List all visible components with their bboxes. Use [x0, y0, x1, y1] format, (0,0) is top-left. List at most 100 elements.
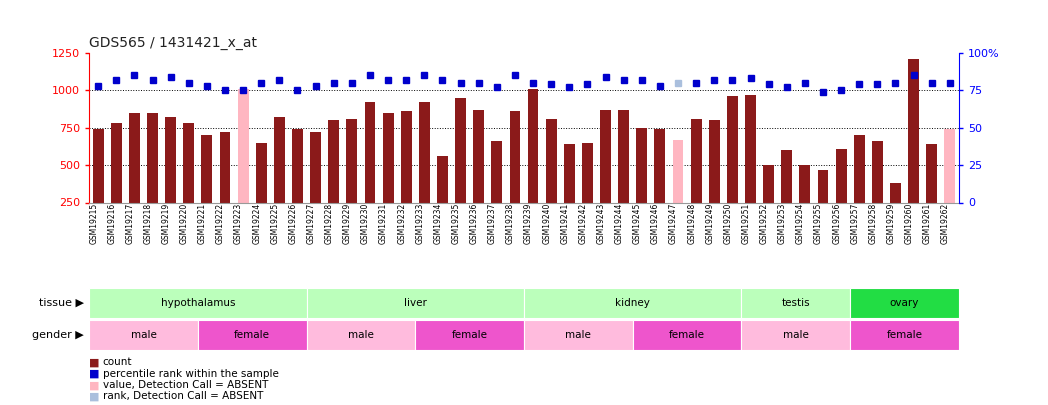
Text: male: male	[566, 330, 591, 340]
Bar	[745, 95, 756, 240]
Bar	[310, 132, 321, 240]
Bar	[147, 113, 158, 240]
Bar	[708, 120, 720, 240]
Text: GSM19253: GSM19253	[778, 202, 787, 244]
Text: GSM19224: GSM19224	[253, 202, 261, 244]
Bar	[890, 183, 901, 240]
Text: male: male	[783, 330, 809, 340]
Text: count: count	[103, 358, 132, 367]
Bar	[415, 320, 524, 350]
Text: GSM19251: GSM19251	[742, 202, 750, 244]
Bar	[306, 288, 524, 318]
Text: GSM19221: GSM19221	[198, 202, 206, 244]
Bar	[509, 111, 521, 240]
Text: GSM19261: GSM19261	[922, 202, 932, 244]
Bar	[201, 135, 213, 240]
Text: GSM19227: GSM19227	[307, 202, 315, 244]
Bar	[800, 165, 810, 240]
Bar	[601, 110, 611, 240]
Bar	[256, 143, 266, 240]
Text: tissue ▶: tissue ▶	[39, 298, 84, 308]
Text: GSM19250: GSM19250	[723, 202, 733, 244]
Text: female: female	[887, 330, 922, 340]
Bar	[582, 143, 593, 240]
Text: male: male	[348, 330, 374, 340]
Text: GSM19242: GSM19242	[578, 202, 588, 244]
Text: GSM19231: GSM19231	[379, 202, 388, 244]
Bar	[524, 288, 742, 318]
Bar	[527, 89, 539, 240]
Bar	[673, 140, 683, 240]
Text: GSM19229: GSM19229	[343, 202, 352, 244]
Text: GSM19248: GSM19248	[687, 202, 696, 244]
Bar	[782, 150, 792, 240]
Text: GSM19245: GSM19245	[633, 202, 641, 244]
Bar	[400, 111, 412, 240]
Text: GSM19220: GSM19220	[180, 202, 189, 244]
Bar	[850, 320, 959, 350]
Bar	[872, 141, 882, 240]
Bar	[909, 59, 919, 240]
Text: GDS565 / 1431421_x_at: GDS565 / 1431421_x_at	[89, 36, 257, 50]
Text: GSM19259: GSM19259	[887, 202, 895, 244]
Text: ovary: ovary	[890, 298, 919, 308]
Bar	[742, 320, 850, 350]
Text: GSM19252: GSM19252	[760, 202, 768, 244]
Text: GSM19234: GSM19234	[434, 202, 442, 244]
Text: male: male	[131, 330, 156, 340]
Bar	[92, 129, 104, 240]
Bar	[654, 129, 665, 240]
Bar	[564, 144, 574, 240]
Bar	[492, 141, 502, 240]
Text: GSM19256: GSM19256	[832, 202, 842, 244]
Text: ■: ■	[89, 380, 100, 390]
Bar	[292, 129, 303, 240]
Bar	[306, 320, 415, 350]
Text: GSM19218: GSM19218	[144, 202, 153, 244]
Text: GSM19215: GSM19215	[89, 202, 99, 244]
Bar	[944, 129, 956, 240]
Text: GSM19225: GSM19225	[270, 202, 280, 244]
Text: GSM19239: GSM19239	[524, 202, 533, 244]
Text: GSM19258: GSM19258	[869, 202, 877, 244]
Bar	[437, 156, 447, 240]
Text: GSM19257: GSM19257	[850, 202, 859, 244]
Text: GSM19254: GSM19254	[795, 202, 805, 244]
Text: GSM19222: GSM19222	[216, 202, 225, 244]
Bar	[854, 135, 865, 240]
Text: GSM19247: GSM19247	[669, 202, 678, 244]
Text: female: female	[234, 330, 270, 340]
Bar	[89, 288, 306, 318]
Bar	[763, 165, 774, 240]
Text: GSM19232: GSM19232	[397, 202, 407, 244]
Text: GSM19228: GSM19228	[325, 202, 333, 244]
Bar	[129, 113, 139, 240]
Text: hypothalamus: hypothalamus	[160, 298, 235, 308]
Text: GSM19262: GSM19262	[941, 202, 949, 244]
Bar	[198, 320, 306, 350]
Bar	[835, 149, 847, 240]
Text: GSM19238: GSM19238	[506, 202, 515, 244]
Text: GSM19260: GSM19260	[904, 202, 914, 244]
Bar	[474, 110, 484, 240]
Text: GSM19226: GSM19226	[288, 202, 298, 244]
Bar	[166, 117, 176, 240]
Bar	[238, 89, 248, 240]
Bar	[347, 119, 357, 240]
Text: gender ▶: gender ▶	[32, 330, 84, 340]
Text: GSM19237: GSM19237	[487, 202, 497, 244]
Bar	[636, 128, 648, 240]
Text: GSM19216: GSM19216	[107, 202, 116, 244]
Bar	[850, 288, 959, 318]
Text: GSM19255: GSM19255	[814, 202, 823, 244]
Text: GSM19223: GSM19223	[234, 202, 243, 244]
Text: ■: ■	[89, 358, 100, 367]
Text: rank, Detection Call = ABSENT: rank, Detection Call = ABSENT	[103, 392, 263, 401]
Bar	[365, 102, 375, 240]
Text: GSM19249: GSM19249	[705, 202, 715, 244]
Bar	[89, 320, 198, 350]
Text: GSM19241: GSM19241	[561, 202, 569, 244]
Text: GSM19240: GSM19240	[542, 202, 551, 244]
Bar	[274, 117, 285, 240]
Bar	[455, 98, 466, 240]
